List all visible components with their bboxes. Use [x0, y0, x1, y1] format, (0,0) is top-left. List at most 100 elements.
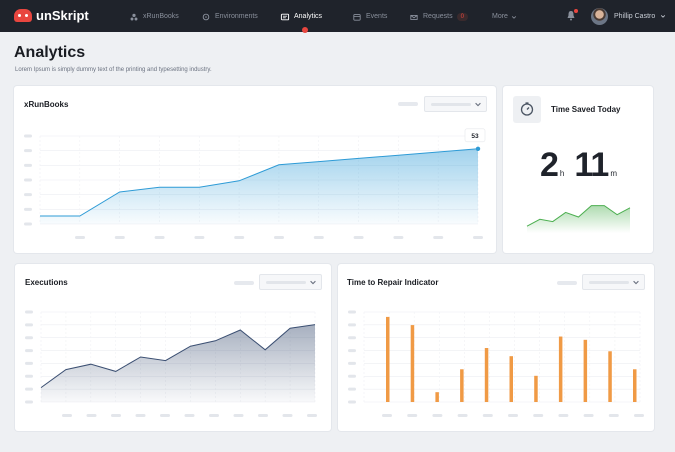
- chevron-down-icon: [661, 15, 666, 18]
- xrunbooks-chart: 53: [24, 128, 486, 239]
- y-tick-label: [25, 310, 33, 314]
- x-tick-label: [533, 414, 544, 417]
- bar: [509, 356, 513, 402]
- y-tick-label: [25, 349, 33, 353]
- stopwatch-icon: [520, 102, 534, 116]
- brand-logo-link[interactable]: unSkript: [14, 8, 89, 23]
- y-tick-label: [24, 134, 32, 138]
- time-saved-sparkline: [526, 205, 631, 233]
- bar: [558, 336, 563, 402]
- x-tick-label: [209, 414, 219, 417]
- hours-unit: h: [559, 169, 565, 178]
- x-tick-label: [274, 236, 284, 239]
- repair-range-dropdown[interactable]: [582, 274, 645, 290]
- nav-item-xrunbooks[interactable]: xRunBooks: [130, 11, 179, 22]
- nav-item-analytics[interactable]: Analytics: [280, 11, 323, 22]
- series-line: [526, 205, 631, 227]
- bar: [386, 316, 390, 402]
- nav-label: xRunBooks: [143, 13, 179, 20]
- y-tick-label: [348, 361, 356, 365]
- nav-item-requests[interactable]: Requests 0: [410, 11, 468, 22]
- active-indicator: [302, 27, 308, 33]
- x-tick-label: [473, 236, 483, 239]
- nav-item-environments[interactable]: Environments: [202, 11, 258, 22]
- y-tick-label: [25, 323, 33, 327]
- environments-icon: [202, 13, 210, 20]
- y-tick-label: [24, 193, 32, 197]
- x-tick-label: [86, 414, 97, 417]
- x-tick-label: [233, 414, 244, 417]
- x-tick-label: [234, 236, 245, 239]
- bar: [633, 369, 637, 402]
- xrunbooks-range-dropdown[interactable]: [424, 96, 487, 112]
- avatar[interactable]: [591, 8, 608, 25]
- x-tick-label: [353, 236, 364, 239]
- xrunbooks-title: xRunBooks: [24, 100, 69, 109]
- unskript-logo-icon: [14, 9, 32, 22]
- x-tick-label: [482, 414, 493, 417]
- chevron-down-icon: [310, 280, 316, 285]
- requests-count-badge: 0: [456, 12, 468, 21]
- bar: [484, 348, 489, 402]
- x-tick-label: [282, 414, 293, 417]
- y-tick-label: [25, 374, 33, 378]
- chevron-down-icon: [511, 15, 517, 19]
- time-saved-value: 2 h 11 m: [540, 146, 627, 185]
- x-tick-label: [457, 414, 468, 417]
- bar: [608, 351, 612, 402]
- dropdown-value-placeholder: [589, 281, 629, 284]
- y-tick-label: [25, 400, 33, 404]
- x-tick-label: [558, 414, 569, 417]
- x-tick-label: [111, 414, 121, 417]
- x-tick-label: [634, 414, 644, 417]
- time-saved-title: Time Saved Today: [551, 105, 621, 114]
- bar: [435, 392, 439, 402]
- nav-label: Requests: [423, 13, 453, 20]
- y-tick-label: [348, 400, 356, 404]
- bar: [534, 375, 538, 402]
- x-tick-label: [62, 414, 72, 417]
- repair-chart: [348, 310, 644, 417]
- filter-label-placeholder: [234, 281, 254, 285]
- y-tick-label: [348, 387, 356, 391]
- dropdown-value-placeholder: [266, 281, 306, 284]
- executions-range-dropdown[interactable]: [259, 274, 322, 290]
- y-tick-label: [24, 163, 32, 167]
- dropdown-value-placeholder: [431, 103, 471, 106]
- hours-value: 2: [540, 146, 559, 184]
- page-title: Analytics: [14, 44, 86, 61]
- analytics-icon: [280, 13, 290, 20]
- nav-item-more[interactable]: More: [492, 11, 517, 22]
- data-point: [475, 146, 481, 151]
- x-tick-label: [407, 414, 418, 417]
- y-tick-label: [25, 361, 33, 365]
- x-tick-label: [135, 414, 146, 417]
- x-tick-label: [258, 414, 268, 417]
- tooltip-value: 53: [471, 133, 479, 140]
- x-tick-label: [382, 414, 392, 417]
- series-area: [527, 205, 630, 233]
- notification-dot: [574, 9, 578, 13]
- x-tick-label: [307, 414, 317, 417]
- x-tick-label: [154, 236, 165, 239]
- filter-label-placeholder: [398, 102, 418, 106]
- requests-icon: [410, 14, 418, 20]
- x-tick-label: [184, 414, 195, 417]
- x-tick-label: [608, 414, 619, 417]
- x-tick-label: [432, 414, 443, 417]
- series-area: [40, 148, 478, 224]
- nav-item-events[interactable]: Events: [353, 11, 387, 22]
- notification-bell-icon[interactable]: [566, 10, 576, 21]
- top-nav: unSkript xRunBooks Environments Analytic…: [0, 0, 675, 33]
- y-tick-label: [25, 336, 33, 340]
- page-subtitle: Lorem Ipsum is simply dummy text of the …: [15, 67, 212, 73]
- series-line: [40, 148, 479, 217]
- nav-label: Analytics: [294, 13, 323, 20]
- time-saved-icon-box: [513, 96, 541, 123]
- repair-title: Time to Repair Indicator: [347, 278, 439, 287]
- y-tick-label: [25, 387, 33, 391]
- executions-chart: [25, 310, 317, 417]
- x-tick-label: [313, 236, 324, 239]
- y-tick-label: [24, 149, 32, 153]
- user-menu[interactable]: Phillip Castro: [614, 12, 666, 20]
